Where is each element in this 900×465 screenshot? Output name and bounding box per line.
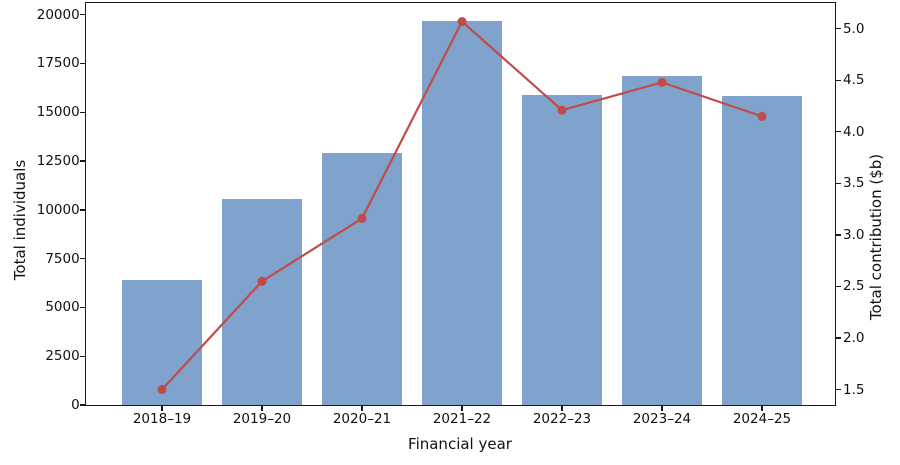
y-tick-label-left: 7500 [45, 250, 80, 267]
y-tick-label-left: 20000 [36, 6, 80, 23]
y-tick-label-left: 17500 [36, 55, 80, 72]
y-tick-mark-left [79, 14, 85, 16]
x-tick-mark [461, 406, 463, 412]
x-tick-mark [661, 406, 663, 412]
y-tick-mark-right [836, 28, 842, 30]
bar-2020-21 [321, 152, 402, 405]
y-tick-mark-right [836, 337, 842, 339]
y-tick-label-left: 10000 [36, 201, 80, 218]
y-tick-label-right: 4.0 [843, 123, 865, 140]
line-point [757, 111, 767, 121]
x-axis-label: Financial year [408, 435, 512, 453]
x-tick-mark [161, 406, 163, 412]
y-tick-label-right: 4.5 [843, 72, 865, 89]
bar-2023-24 [621, 75, 702, 405]
x-tick-label: 2018–19 [132, 411, 192, 427]
x-tick-label: 2019–20 [232, 411, 292, 427]
y-tick-mark-left [79, 111, 85, 113]
y-tick-label-left: 5000 [45, 299, 80, 316]
y-tick-mark-right [836, 79, 842, 81]
x-tick-label: 2020–21 [332, 411, 392, 427]
left-axis-label: Total individuals [11, 159, 29, 281]
line-point [157, 384, 167, 394]
plot-area [84, 1, 836, 406]
bar-2024-25 [721, 96, 802, 405]
line-series [160, 19, 763, 390]
y-tick-label-right: 1.5 [843, 381, 865, 398]
bar-2018-19 [121, 279, 202, 405]
y-tick-label-left: 2500 [45, 348, 80, 365]
y-tick-label-left: 0 [71, 397, 80, 413]
y-tick-label-right: 2.0 [843, 330, 865, 346]
x-tick-label: 2023–24 [632, 411, 692, 427]
y-tick-mark-left [79, 355, 85, 357]
y-tick-mark-left [79, 209, 85, 211]
line-point [457, 16, 467, 26]
x-tick-mark [761, 406, 763, 412]
y-tick-label-left: 15000 [36, 104, 80, 121]
y-tick-mark-right [836, 182, 842, 185]
y-tick-mark-left [79, 62, 85, 65]
y-tick-mark-left [79, 306, 85, 309]
x-tick-label: 2021–22 [432, 411, 492, 427]
y-tick-label-right: 3.0 [843, 226, 865, 243]
y-tick-label-right: 5.0 [843, 20, 865, 37]
bar-2022-23 [521, 95, 602, 405]
line-point [357, 213, 367, 223]
right-axis-label: Total contribution ($b) [867, 153, 885, 321]
y-tick-label-right: 2.5 [843, 278, 865, 295]
y-tick-mark-right [836, 234, 842, 236]
line-point [657, 77, 667, 87]
line-layer [157, 16, 767, 394]
bars-layer [86, 3, 835, 405]
y-tick-mark-left [79, 257, 85, 260]
line-point [557, 105, 567, 115]
y-tick-label-right: 3.5 [843, 175, 865, 192]
y-tick-mark-left [79, 160, 85, 162]
y-tick-mark-right [836, 388, 842, 391]
x-tick-label: 2022–23 [532, 411, 592, 427]
x-tick-label: 2024–25 [732, 411, 792, 427]
y-tick-label-left: 12500 [36, 153, 80, 170]
x-tick-mark [561, 406, 563, 412]
line-point [257, 276, 267, 286]
y-tick-mark-left [79, 404, 85, 406]
bar-2019-20 [221, 198, 302, 405]
y-tick-mark-right [836, 285, 842, 288]
x-tick-mark [361, 406, 363, 412]
x-tick-mark [261, 406, 263, 412]
y-tick-mark-right [836, 131, 842, 133]
bar-2021-22 [421, 21, 502, 405]
